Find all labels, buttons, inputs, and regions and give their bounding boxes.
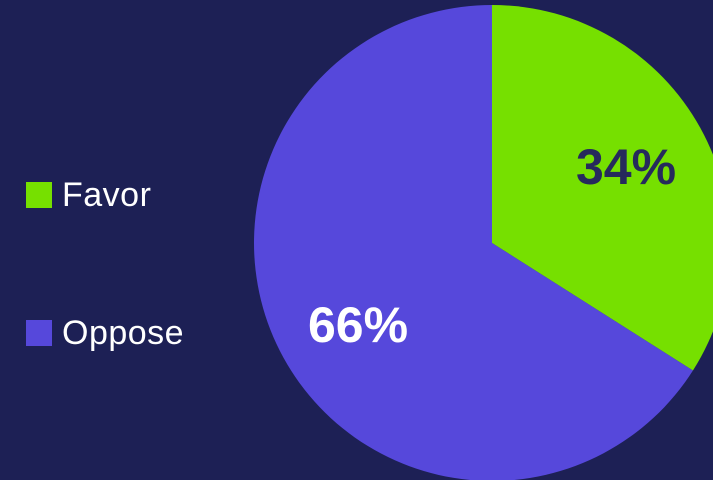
legend-swatch-oppose (26, 320, 52, 346)
pie-slice-labels: 34% 66% (308, 139, 676, 353)
slice-label-favor: 34% (576, 139, 676, 195)
pie-slices (254, 5, 713, 480)
legend-label-oppose: Oppose (62, 314, 185, 352)
slice-label-oppose: 66% (308, 297, 408, 353)
legend-item-favor: Favor (26, 175, 151, 215)
pie-slice-favor (492, 5, 713, 371)
pie-slice-oppose (254, 5, 693, 480)
legend-label-favor: Favor (62, 176, 152, 214)
legend-swatch-favor (26, 182, 52, 208)
legend-item-oppose: Oppose (26, 313, 184, 353)
